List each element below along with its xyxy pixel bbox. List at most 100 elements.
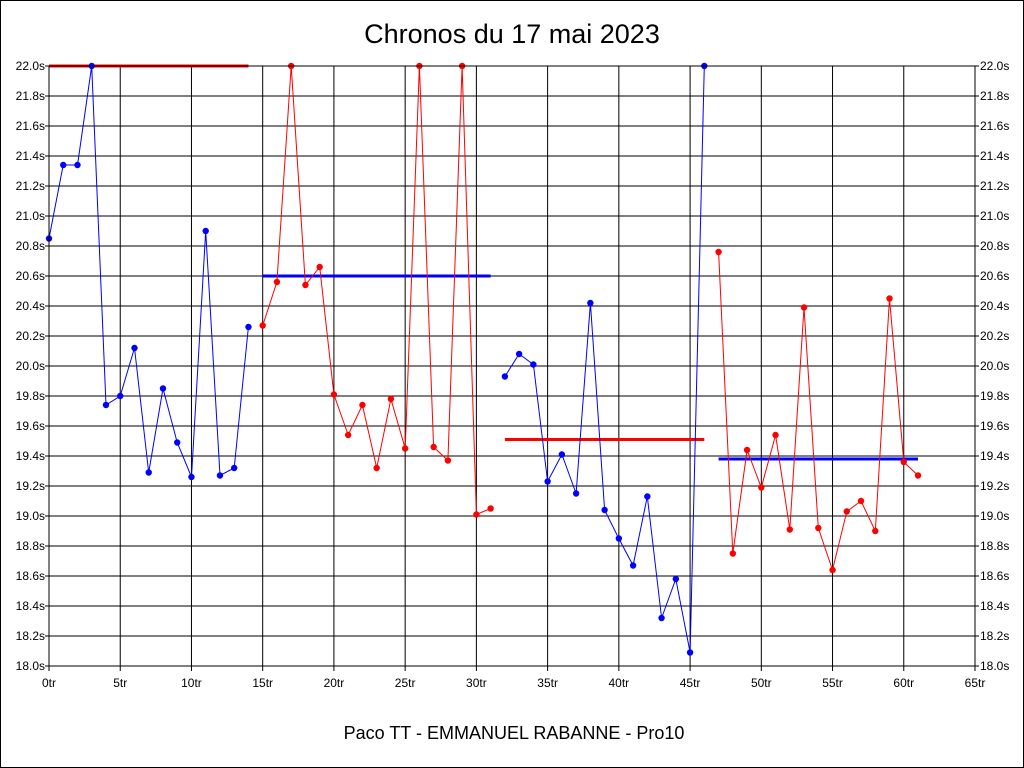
x-tick-label: 30tr [466,676,487,690]
data-point [886,295,893,302]
data-point [615,535,623,542]
x-tick-label: 50tr [751,676,772,690]
y-tick-label-left: 19.2s [16,479,45,493]
x-tick-label: 15tr [252,676,273,690]
data-point [344,431,352,439]
y-tick-label-right: 20.4s [980,299,1009,313]
data-point [900,458,907,466]
data-point [829,566,836,574]
data-point [473,511,480,518]
data-point [530,361,537,368]
data-point [188,473,195,481]
x-tick-label: 65tr [965,676,986,690]
y-tick-label-right: 18.4s [980,599,1009,613]
data-point [572,490,580,497]
data-point [487,505,494,512]
y-tick-label-right: 21.6s [980,119,1009,133]
x-tick-label: 10tr [181,676,202,690]
x-tick-label: 35tr [537,676,558,690]
data-point [131,344,138,352]
series-line [48,65,249,478]
data-point [629,562,637,569]
data-point [914,472,922,479]
chart-subtitle: Paco TT - EMMANUEL RABANNE - Pro10 [344,723,685,743]
data-point [515,350,523,358]
data-point [729,550,737,557]
data-point [715,248,722,256]
y-tick-label-right: 20.8s [980,239,1009,253]
data-point [60,161,67,169]
x-tick-label: 60tr [893,676,914,690]
data-point [544,478,551,485]
x-tick-label: 45tr [680,676,701,690]
y-tick-label-left: 20.8s [16,239,45,253]
data-point [245,323,252,331]
chart-title: Chronos du 17 mai 2023 [364,19,660,49]
data-point [558,451,566,458]
data-point [159,385,167,392]
data-point [401,445,409,452]
data-point [501,373,509,380]
data-point [74,161,81,169]
average-lines [49,64,919,461]
data-point [330,391,338,398]
y-tick-label-left: 21.0s [16,209,45,223]
y-tick-label-right: 18.0s [980,659,1009,673]
data-point [872,527,879,535]
data-point [686,649,694,656]
y-tick-label-left: 20.0s [16,359,45,373]
x-tick-label: 0tr [42,676,56,690]
data-point [430,443,437,451]
data-point [743,446,751,454]
y-tick-label-right: 21.0s [980,209,1009,223]
data-point [231,464,238,472]
data-point [786,526,793,533]
x-tick-label: 40tr [609,676,630,690]
data-point [273,278,281,286]
data-point [800,304,808,311]
data-point [815,524,822,532]
y-tick-label-left: 18.4s [16,599,45,613]
x-tick-label: 5tr [113,676,127,690]
y-tick-label-right: 18.2s [980,629,1009,643]
plot-border [48,65,976,667]
data-point [302,281,309,289]
data-point [373,464,380,472]
x-tick-label: 55tr [822,676,843,690]
y-tick-label-left: 19.6s [16,419,45,433]
y-tick-label-right: 19.2s [980,479,1009,493]
data-point [444,457,452,464]
series-line [504,65,705,653]
y-tick-label-left: 18.0s [16,659,45,673]
data-point [672,575,680,583]
data-point [216,472,224,479]
y-tick-label-left: 18.2s [16,629,45,643]
y-tick-label-right: 19.6s [980,419,1009,433]
y-tick-label-right: 21.2s [980,179,1009,193]
y-tick-label-right: 20.2s [980,329,1009,343]
y-tick-label-left: 18.6s [16,569,45,583]
data-point [117,392,124,400]
data-point [857,497,865,505]
y-tick-label-right: 19.0s [980,509,1009,523]
x-tick-label: 25tr [395,676,416,690]
y-tick-label-left: 19.0s [16,509,45,523]
data-point [359,401,366,409]
y-tick-label-left: 19.8s [16,389,45,403]
y-tick-label-left: 22.0s [16,59,45,73]
series-group [45,62,922,656]
y-tick-label-left: 20.6s [16,269,45,283]
data-point [202,227,209,235]
series-line [262,65,491,516]
y-tick-label-right: 18.6s [980,569,1009,583]
data-point [174,439,181,446]
data-point [772,431,779,439]
y-tick-label-right: 18.8s [980,539,1009,553]
data-point [259,322,266,329]
data-point [102,401,110,409]
data-point [644,493,651,500]
x-tick-label: 20tr [324,676,345,690]
y-tick-label-left: 21.2s [16,179,45,193]
y-tick-label-right: 21.4s [980,149,1009,163]
